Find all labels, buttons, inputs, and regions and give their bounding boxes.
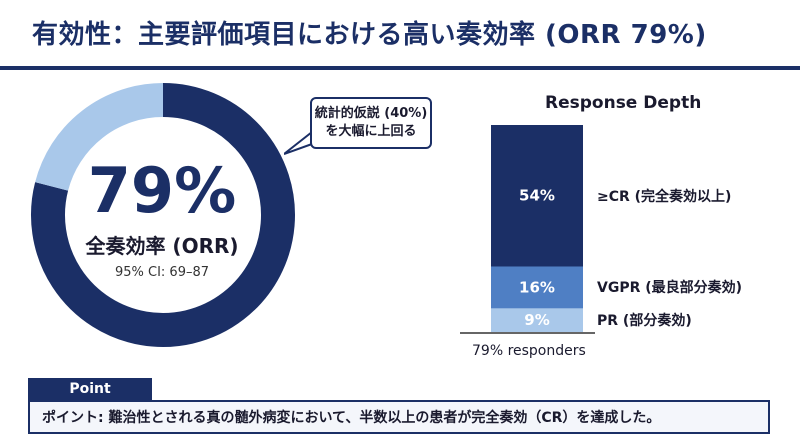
- response-depth-title: Response Depth: [545, 93, 702, 113]
- segment-vgpr: [491, 266, 583, 309]
- responders-footer: 79% responders: [472, 343, 586, 359]
- title-divider: [0, 66, 800, 70]
- donut-center: 79% 全奏効率 (ORR) 95% CI: 69–87: [62, 154, 262, 281]
- segment-pr: [491, 308, 583, 332]
- donut-slice-remainder: [35, 83, 164, 192]
- callout-line-1: 統計的仮説 (40%): [314, 106, 428, 121]
- segment-value-pr: 9%: [524, 311, 549, 329]
- segment-label-pr: PR (部分奏効): [597, 313, 692, 330]
- orr-label: 全奏効率 (ORR): [85, 234, 239, 258]
- point-tab: Point: [28, 378, 152, 400]
- segment-cr: [491, 125, 583, 267]
- segment-label-cr: ≥CR (完全奏効以上): [597, 188, 732, 205]
- page-title: 有効性：主要評価項目における高い奏効率 (ORR 79%): [32, 20, 707, 50]
- hypothesis-callout: 統計的仮説 (40%) を大幅に上回る: [310, 97, 432, 149]
- callout-line-2: を大幅に上回る: [325, 124, 417, 139]
- orr-ci: 95% CI: 69–87: [114, 265, 210, 280]
- segment-label-vgpr: VGPR (最良部分奏効): [597, 280, 743, 297]
- donut-slice-orr: [31, 83, 295, 347]
- segment-value-vgpr: 16%: [519, 278, 555, 296]
- orr-donut-chart: [31, 83, 295, 347]
- orr-value: 79%: [87, 154, 237, 227]
- segment-value-cr: 54%: [519, 187, 555, 205]
- response-depth-chart: 54% 16% 9%: [460, 125, 595, 334]
- point-text: ポイント: 難治性とされる真の髄外病変において、半数以上の患者が完全奏効（CR）…: [28, 400, 770, 434]
